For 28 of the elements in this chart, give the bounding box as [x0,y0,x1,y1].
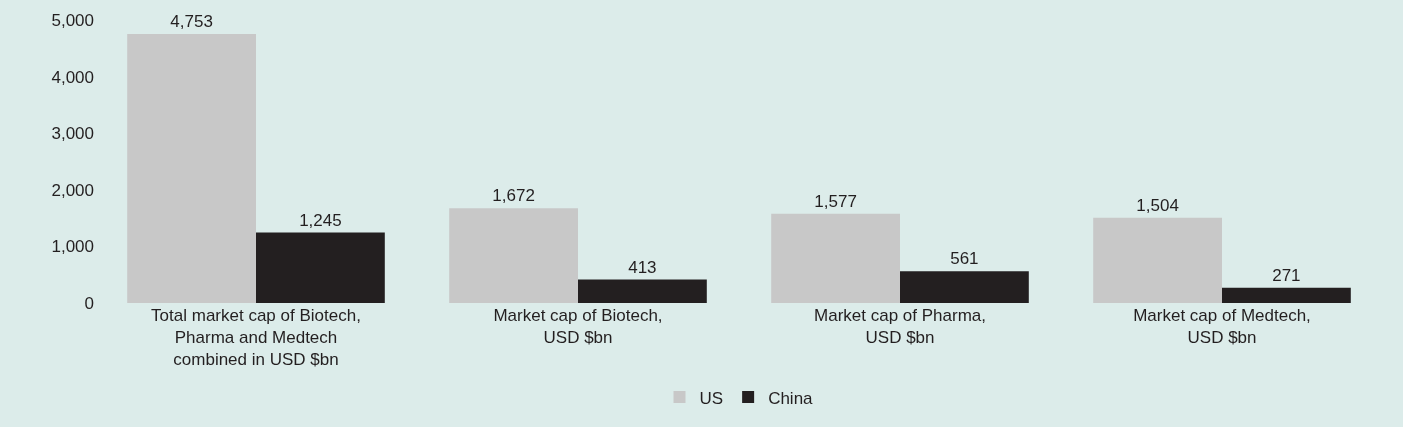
y-tick-label: 1,000 [51,237,94,257]
data-label: 4,753 [170,11,213,31]
bar [771,213,900,303]
data-label: 271 [1272,265,1301,285]
legend-label: US [699,388,724,408]
x-tick-label: Market cap of Biotech, USD $bn [493,306,663,348]
y-tick-label: 5,000 [51,10,94,30]
bar [1222,287,1351,303]
x-tick-label: Total market cap of Biotech, Pharma and Medtech combined in USD $bn [151,306,361,370]
bar [578,279,707,303]
bar [1093,217,1222,303]
y-tick-label: 2,000 [51,180,94,200]
data-label: 1,504 [1136,195,1179,215]
data-label: 561 [950,249,979,269]
y-tick-label: 4,000 [51,67,94,87]
data-label: 413 [628,257,657,277]
bar [449,208,578,303]
data-label: 1,672 [492,186,535,206]
bar [900,271,1029,303]
x-tick-label: Market cap of Pharma, USD $bn [814,306,986,348]
legend-label: China [768,388,814,408]
y-tick-label: 0 [84,293,94,313]
bar [127,33,256,303]
data-label: 1,245 [299,210,342,230]
x-tick-label: Market cap of Medtech, USD $bn [1133,306,1311,348]
bar [256,232,385,303]
y-tick-label: 3,000 [51,124,94,144]
data-label: 1,577 [814,191,857,211]
